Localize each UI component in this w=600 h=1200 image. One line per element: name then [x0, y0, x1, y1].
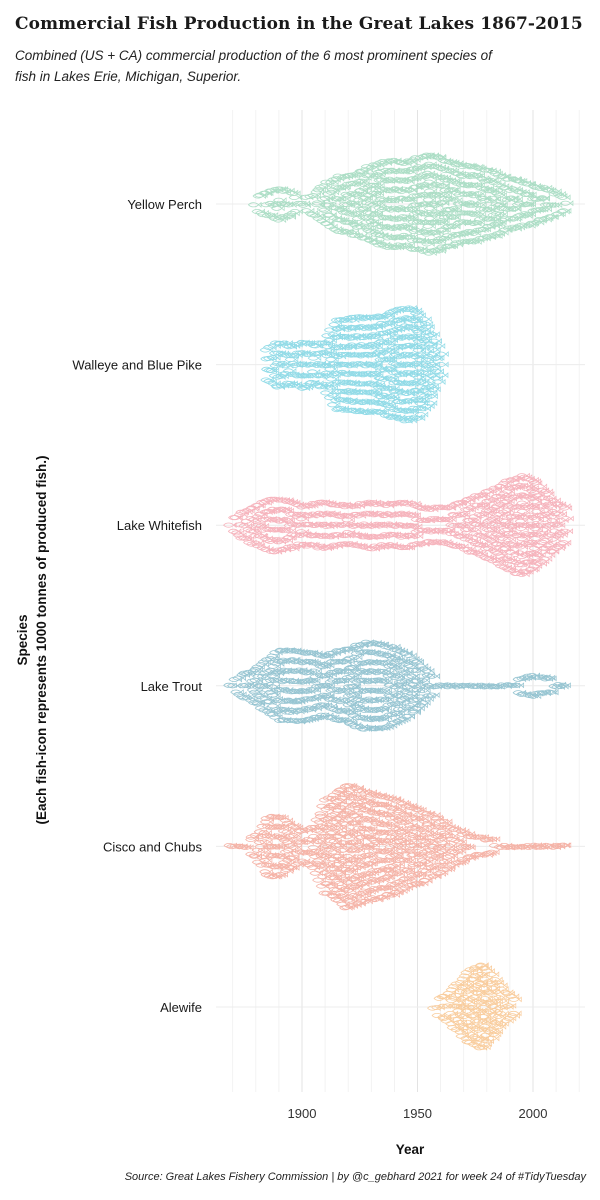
fish-icon — [271, 205, 285, 211]
fish-icon — [282, 847, 296, 854]
x-tick-label: 1950 — [403, 1106, 432, 1121]
fish-icon — [444, 1010, 459, 1017]
swarm-layer — [223, 152, 574, 1051]
fish-icon — [246, 678, 260, 684]
x-axis-title: Year — [396, 1142, 425, 1157]
fish-icon — [320, 390, 334, 396]
fish-icon — [248, 202, 262, 208]
fish-icon — [246, 541, 260, 547]
y-category-label: Lake Whitefish — [117, 518, 202, 533]
y-category-label: Alewife — [160, 1000, 202, 1015]
fish-icon — [312, 858, 326, 864]
swarm-yellow-perch — [248, 152, 574, 256]
fish-icon — [557, 194, 571, 200]
fish-icon — [428, 338, 442, 344]
fish-icon — [323, 327, 338, 333]
y-axis-title: Species — [15, 614, 30, 665]
y-category-label: Walleye and Blue Pike — [72, 358, 202, 373]
fish-icon — [258, 857, 273, 864]
fish-icon — [324, 366, 338, 372]
fish-icon — [507, 558, 521, 565]
chart-title: Commercial Fish Production in the Great … — [15, 14, 583, 34]
y-category-label: Lake Trout — [141, 679, 203, 694]
swarm-alewife — [427, 962, 522, 1051]
x-tick-label: 2000 — [519, 1106, 548, 1121]
fish-icon — [485, 971, 500, 977]
y-category-label: Cisco and Chubs — [103, 839, 202, 854]
fish-icon — [259, 869, 273, 875]
chart-caption: Source: Great Lakes Fishery Commission |… — [124, 1171, 586, 1183]
fish-icon — [277, 828, 292, 834]
y-category-label: Yellow Perch — [127, 197, 202, 212]
label-layer: 1900 1950 2000 Yellow Perch Walleye and Blue… — [72, 197, 547, 1121]
fish-icon — [325, 356, 339, 363]
swarm-walleye-and-blue-pike — [259, 305, 449, 424]
grid-layer — [216, 110, 585, 1092]
fish-icon — [423, 400, 438, 406]
fish-icon — [256, 823, 270, 830]
fish-icon — [508, 996, 522, 1003]
x-tick-label: 1900 — [288, 1106, 317, 1121]
fish-icon — [537, 527, 552, 533]
chart-subtitle: Combined (US + CA) commercial production… — [15, 48, 492, 84]
fish-icon — [431, 343, 446, 349]
swarm-cisco-and-chubs — [223, 782, 572, 911]
y-axis-subtitle: (Each fish-icon represents 1000 tonnes o… — [34, 455, 49, 824]
fish-icon — [351, 216, 366, 222]
fish-icon — [528, 499, 542, 505]
